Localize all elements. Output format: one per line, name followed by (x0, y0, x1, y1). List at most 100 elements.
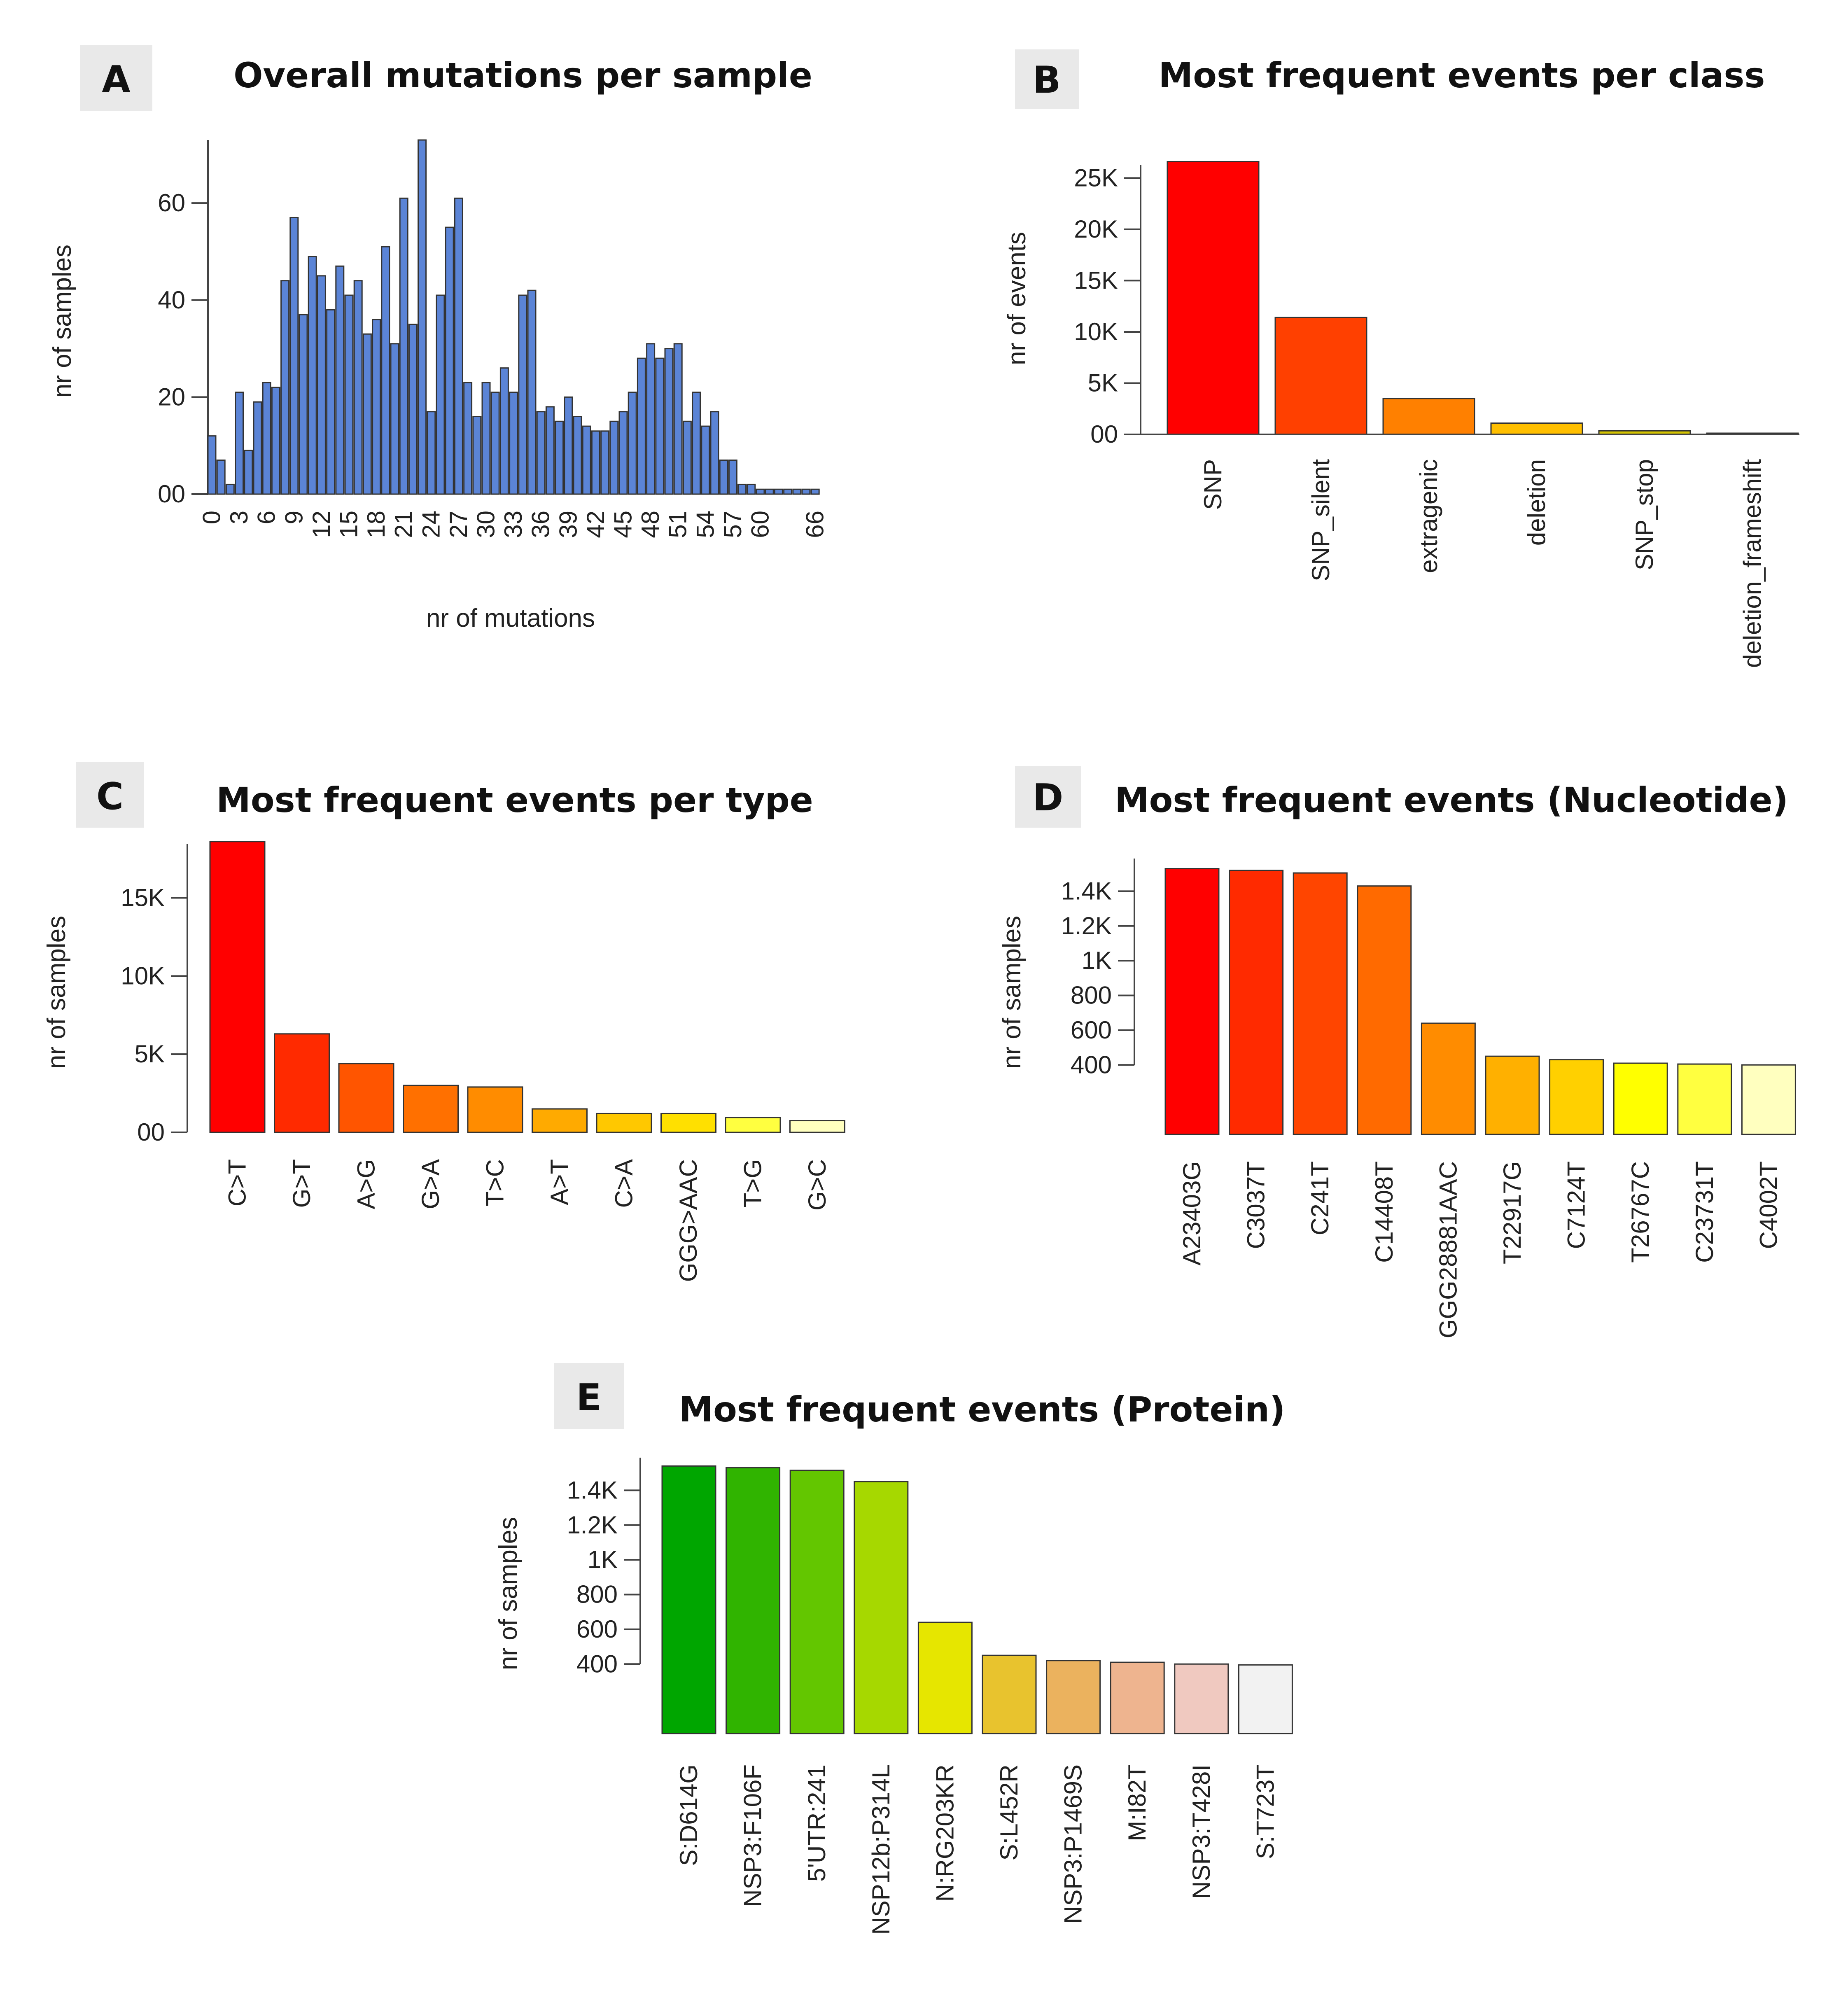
panel-d-y-tick-label: 1.4K (1061, 877, 1112, 905)
panel-c-x-tick-label: G>C (803, 1159, 831, 1211)
panel-a-x-tick-label: 54 (691, 511, 719, 538)
panel-c-x-tick-label: T>G (739, 1159, 767, 1208)
panel-c-x-tick-label: T>C (481, 1159, 509, 1206)
panel-a-x-tick-label: 0 (198, 511, 226, 524)
panel-e-y-tick-label: 600 (576, 1615, 618, 1643)
panel-a-x-tick-label: 60 (747, 511, 774, 538)
panel-a-bar (682, 420, 692, 495)
panel-a-x-tick-label: 21 (390, 511, 418, 538)
panel-a-letter: A (102, 58, 131, 101)
panel-d-bar (1164, 868, 1220, 1135)
panel-a-x-tick-label: 6 (253, 511, 280, 524)
panel-a-bar (555, 420, 564, 495)
panel-a-bar (344, 294, 354, 495)
panel-b-y-tick-label: 25K (1074, 164, 1118, 191)
panel-a-bar (499, 367, 509, 495)
panel-a-bar (509, 392, 518, 495)
panel-b-y-tick-label: 10K (1074, 318, 1118, 345)
panel-a-x-tick-label: 45 (609, 511, 637, 538)
panel-a-bar (244, 450, 253, 495)
panel-d-bar (1293, 872, 1348, 1135)
panel-e-bar (854, 1481, 909, 1734)
panel-a-bar (582, 425, 591, 495)
panel-a-x-tick-label: 9 (280, 511, 308, 524)
panel-b-bar (1167, 161, 1260, 435)
panel-a-bar (207, 435, 217, 495)
panel-a-bar (664, 348, 674, 495)
panel-c-y-axis-label: nr of samples (42, 916, 71, 1069)
panel-c-bar (596, 1113, 652, 1133)
panel-e-bar (1046, 1660, 1101, 1734)
panel-b-x-tick-label: SNP_silent (1307, 459, 1335, 581)
panel-a-bar (737, 483, 747, 495)
panel-c-bar (660, 1113, 716, 1133)
panel-d-x-tick-label: C241T (1306, 1161, 1334, 1235)
panel-a-y-tick-label: 40 (158, 286, 185, 314)
panel-d-y-tick-label: 400 (1071, 1051, 1112, 1078)
panel-a-bar (545, 406, 555, 495)
panel-d-y-axis-label: nr of samples (998, 916, 1026, 1069)
panel-a-bar (756, 488, 765, 495)
panel-e-bar (726, 1467, 781, 1734)
panel-c-y-tick-label: 5K (135, 1040, 165, 1068)
panel-e-y-axis-label: nr of samples (494, 1517, 523, 1670)
panel-a-y-tick-label: 20 (158, 383, 185, 411)
panel-a-bar (335, 265, 345, 495)
panel-a-title: Overall mutations per sample (233, 55, 812, 96)
panel-e-bar (982, 1654, 1037, 1734)
panel-a-bar (216, 460, 226, 495)
panel-a-letter-box (80, 45, 152, 111)
panel-d-x-tick-label: GGG28881AAC (1434, 1161, 1462, 1338)
panel-a-x-tick-label: 33 (499, 511, 527, 538)
panel-b-y-tick-label: 20K (1074, 215, 1118, 243)
panel-a-x-tick-label: 39 (554, 511, 582, 538)
panel-a-y-tick-label: 60 (158, 189, 185, 217)
panel-d-bar (1613, 1062, 1668, 1135)
panel-d-x-tick-label: C14408T (1370, 1161, 1398, 1263)
panel-a-bar (536, 411, 546, 495)
panel-d-y-tick-label: 800 (1071, 982, 1112, 1009)
panel-a-bar (692, 392, 701, 495)
panel-a-x-tick-label: 3 (225, 511, 253, 524)
panel-e-y-tick-label: 400 (576, 1650, 618, 1678)
panel-a-x-tick-label: 66 (801, 511, 829, 538)
panel-b-letter: B (1033, 58, 1061, 102)
panel-a-bar (472, 416, 482, 495)
panel-d-x-tick-label: T26767C (1626, 1161, 1654, 1263)
panel-a-x-tick-label: 30 (472, 511, 500, 538)
panel-e-x-tick-label: NSP3:F106F (739, 1764, 767, 1907)
panel-d-x-tick-label: T22917G (1498, 1161, 1526, 1264)
panel-b-y-tick-label: 00 (1090, 420, 1118, 448)
panel-d-bar (1677, 1063, 1732, 1135)
panel-a-bar (573, 416, 582, 495)
panel-c-x-tick-label: GGG>AAC (674, 1159, 702, 1282)
panel-a-x-tick-label: 42 (582, 511, 609, 538)
panel-c-bar (467, 1086, 523, 1133)
panel-d-y-tick-label: 600 (1071, 1016, 1112, 1044)
panel-a-x-tick-label: 27 (445, 511, 472, 538)
panel-a-bar (481, 382, 491, 495)
panel-a-bar (783, 488, 793, 495)
panel-a-bar (390, 343, 399, 495)
panel-e-y-tick-label: 1.2K (567, 1511, 618, 1539)
panel-e-x-tick-label: NSP12b:P314L (867, 1764, 895, 1935)
panel-a-bar (810, 488, 820, 495)
panel-d-bar (1357, 885, 1412, 1135)
panel-c-letter: C (96, 775, 124, 818)
panel-e-bar (789, 1470, 845, 1734)
panel-b-bar (1382, 398, 1475, 435)
panel-c-bar (789, 1120, 845, 1133)
panel-c-x-tick-label: G>T (288, 1159, 315, 1208)
panel-a-x-tick-label: 24 (417, 511, 445, 538)
panel-a-bar (728, 460, 737, 495)
panel-c-bar (532, 1108, 588, 1133)
panel-c-y-tick-label: 10K (121, 962, 165, 989)
panel-c-x-tick-label: C>A (610, 1159, 638, 1208)
panel-c-letter-box (76, 762, 144, 828)
panel-c-title: Most frequent events per type (216, 780, 813, 820)
panel-c-bar (274, 1033, 330, 1133)
panel-a-bar (765, 488, 774, 495)
panel-d-letter: D (1033, 776, 1064, 819)
panel-a-bar (289, 217, 299, 495)
